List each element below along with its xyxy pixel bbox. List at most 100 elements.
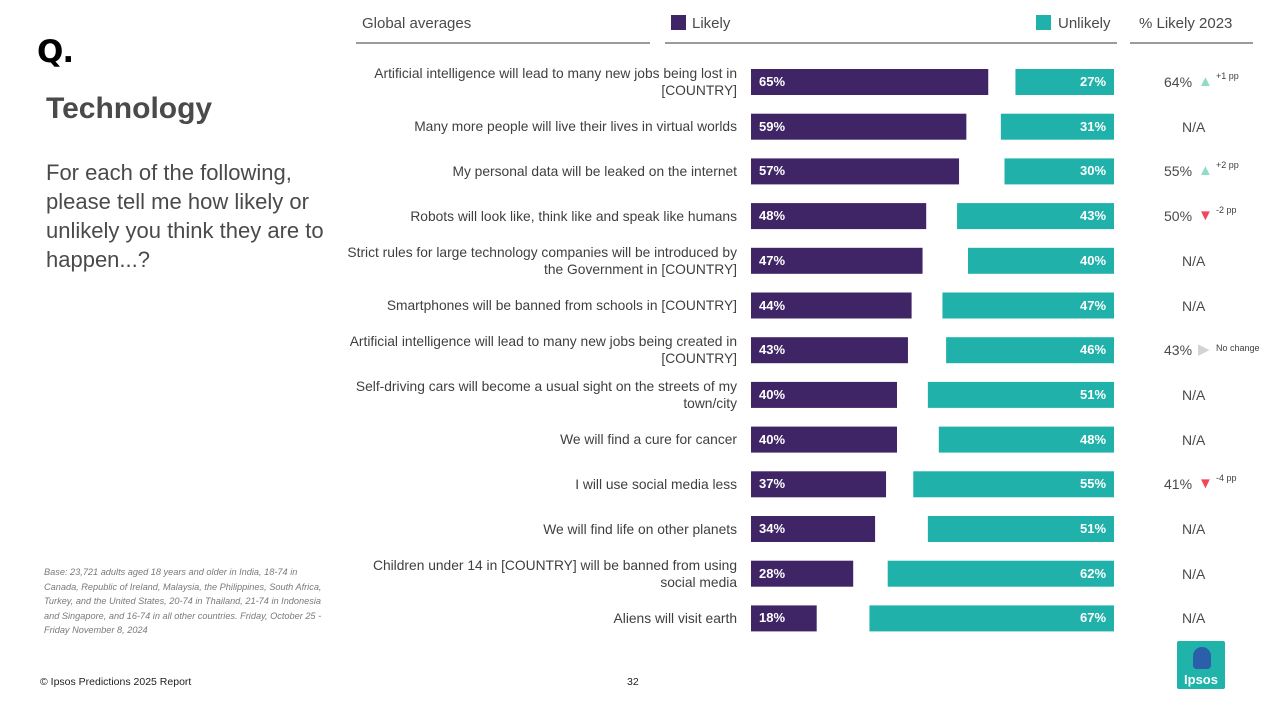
trend-value: N/A [1182,565,1206,582]
unlikely-value-label: 55% [1080,476,1107,492]
likely-value-label: 18% [759,610,786,626]
legend-unlikely-swatch [1036,15,1051,30]
trend-change: -2 pp [1216,205,1237,216]
unlikely-value-label: 62% [1080,565,1107,581]
likely-value-label: 43% [759,342,786,358]
likely-value-label: 28% [759,565,786,581]
category-label: We will find a cure for cancer [560,432,737,448]
category-label: Aliens will visit earth [613,610,737,626]
trend-header: % Likely 2023 [1139,15,1233,32]
trend-change: +2 pp [1216,160,1239,171]
unlikely-value-label: 67% [1080,610,1107,626]
trend-value: N/A [1182,297,1206,314]
trend-change: -4 pp [1216,473,1237,484]
legend-unlikely-label: Unlikely [1058,15,1111,32]
page-title: Technology [46,92,213,125]
unlikely-value-label: 48% [1080,431,1107,447]
unlikely-bar [1015,69,1114,95]
trend-value: 43% [1164,342,1193,359]
trend-value: N/A [1182,118,1206,135]
likely-value-label: 57% [759,163,786,179]
trend-up-icon: ▲ [1198,73,1213,90]
likely-value-label: 65% [759,74,786,89]
trend-down-icon: ▼ [1198,475,1213,493]
trend-value: N/A [1182,386,1206,403]
chart-title: Global averages [362,15,472,32]
unlikely-value-label: 51% [1080,521,1107,536]
likely-value-label: 37% [759,476,786,492]
category-label: Robots will look like, think like and sp… [410,208,737,224]
ipsos-logo-text: Ipsos [1184,672,1218,687]
likely-bar [751,203,927,230]
trend-2023: 50% ▼ -2 pp [1140,205,1270,229]
header-rule-trend [1130,42,1253,44]
trend-value: N/A [1182,431,1206,448]
trend-2023: N/A [1140,607,1270,631]
trend-2023: N/A [1140,563,1270,587]
trend-value: N/A [1182,252,1206,269]
header-rule-labels [356,42,650,44]
category-label: Children under 14 in [COUNTRY] will be b… [372,557,737,590]
likely-bar [751,516,876,542]
trend-2023: N/A [1140,250,1270,274]
trend-2023: 43% ▶ No change [1140,339,1270,363]
trend-2023: N/A [1140,116,1270,140]
ipsos-logo-icon [1193,647,1211,669]
ipsos-logo: Ipsos [1177,641,1225,689]
category-label: Smartphones will be banned from schools … [386,298,737,313]
trend-2023: 64% ▲ +1 pp [1140,71,1270,95]
likely-value-label: 40% [759,386,786,402]
trend-down-icon: ▼ [1198,207,1213,225]
question-text: For each of the following, please tell m… [46,160,324,272]
likely-bar [751,381,897,408]
unlikely-bar [957,203,1114,230]
likely-value-label: 34% [759,521,786,536]
trend-change: No change [1216,343,1260,354]
category-label: My personal data will be leaked on the i… [452,163,737,179]
likely-bar [751,471,887,498]
trend-change: +1 pp [1216,71,1239,81]
unlikely-bar [968,247,1114,274]
unlikely-value-label: 46% [1080,342,1107,358]
category-label: Strict rules for large technology compan… [347,244,737,277]
trend-2023: N/A [1140,429,1270,453]
unlikely-value-label: 31% [1080,118,1107,134]
likely-value-label: 40% [759,431,786,447]
category-label: Many more people will live their lives i… [414,119,737,135]
unlikely-bar [938,426,1114,453]
legend-likely-swatch [671,15,686,30]
likely-bar [751,560,854,587]
trend-no-change-icon: ▶ [1198,341,1210,359]
trend-2023: 41% ▼ -4 pp [1140,473,1270,497]
unlikely-bar [1004,158,1114,185]
unlikely-value-label: 27% [1080,74,1107,89]
category-label: Self-driving cars will become a usual si… [355,378,737,411]
likely-bar [751,337,908,364]
trend-value: N/A [1182,521,1206,537]
trend-2023: N/A [1140,518,1270,542]
unlikely-value-label: 30% [1080,163,1107,179]
trend-2023: N/A [1140,384,1270,408]
unlikely-value-label: 40% [1080,252,1107,268]
unlikely-bar [946,337,1114,364]
trend-value: 41% [1164,476,1193,493]
likely-value-label: 48% [759,208,786,224]
likely-bar [751,292,912,319]
likely-bar [751,426,897,453]
unlikely-bar [913,471,1114,498]
trend-value: 64% [1164,74,1193,90]
ipsos-q-logo: Q. [37,34,74,70]
likely-bar [751,605,817,632]
trend-value: 55% [1164,163,1193,180]
trend-2023: 55% ▲ +2 pp [1140,160,1270,184]
trend-up-icon: ▲ [1198,162,1213,180]
category-label: We will find life on other planets [543,521,737,537]
unlikely-bar [887,560,1114,587]
category-label: I will use social media less [575,476,737,492]
unlikely-bar [927,381,1114,408]
category-label: Artificial intelligence will lead to man… [374,66,737,98]
trend-value: N/A [1182,610,1206,627]
likely-bar [751,69,989,95]
likely-bar [751,158,960,185]
